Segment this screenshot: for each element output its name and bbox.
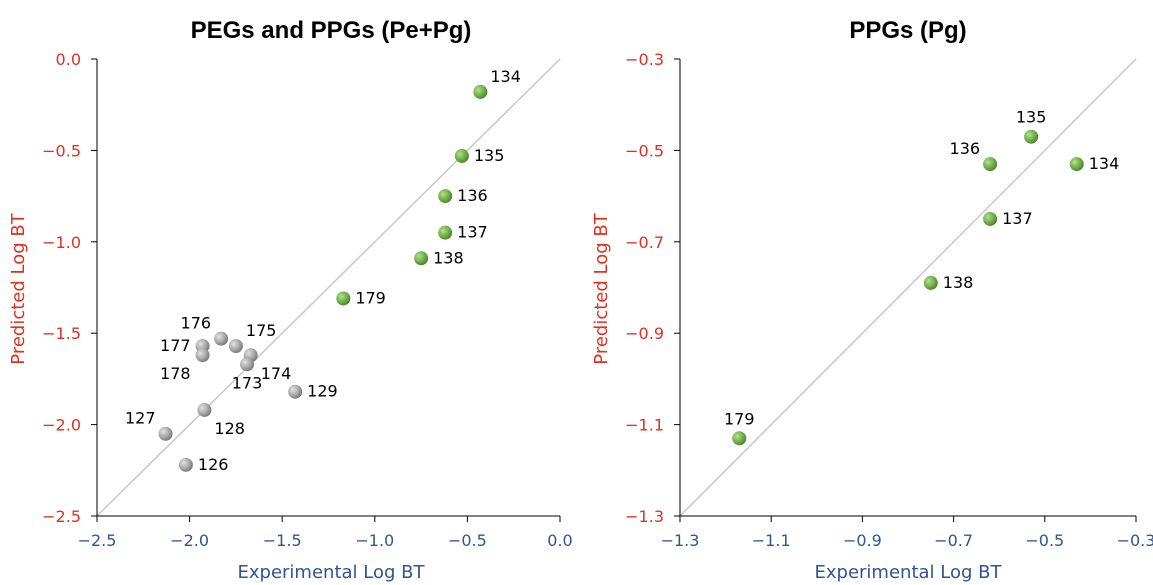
chart1-data-point-176: [214, 331, 229, 346]
chart2-point-label-135: 135: [1016, 108, 1047, 127]
chart1-data-point-137: [438, 225, 453, 240]
chart1-point-label-174: 174: [261, 364, 292, 383]
chart2-point-label-138: 138: [943, 273, 974, 292]
chart1-point-label-136: 136: [457, 186, 488, 205]
chart1-point-label-137: 137: [457, 223, 488, 242]
chart2-y-tick-label: −0.9: [625, 324, 664, 343]
chart1-data-point-128: [197, 402, 212, 417]
chart1-point-label-173: 173: [232, 373, 263, 392]
chart1-data-point-126: [178, 457, 193, 472]
chart2-point-label-136: 136: [950, 139, 981, 158]
chart1-point-label-128: 128: [214, 419, 245, 438]
chart2-x-tick-label: −0.7: [934, 531, 973, 550]
chart1-x-tick-label: 0.0: [547, 531, 572, 550]
chart1-y-tick-label: −0.5: [42, 141, 81, 160]
chart2-data-point-136: [983, 157, 998, 172]
chart1-point-label-175: 175: [246, 321, 277, 340]
chart1-data-point-138: [414, 251, 429, 266]
chart1-diagonal-line: [96, 58, 561, 517]
chart1-point-label-134: 134: [490, 67, 521, 86]
chart1-data-point-136: [438, 189, 453, 204]
chart1-data-point-179: [336, 291, 351, 306]
chart1-data-point-178: [195, 348, 210, 363]
chart2-y-tick-label: −0.3: [625, 50, 664, 69]
chart1-data-point-127: [158, 426, 173, 441]
chart2-plot-area: −1.3 −1.1 −0.9 −0.7 −0.5 −0.3 −1.3 −1.1 −0.9 −0.7…: [625, 50, 1153, 550]
chart1-point-label-176: 176: [181, 314, 212, 333]
chart1-y-tick-label: −2.0: [42, 416, 81, 435]
chart1-point-label-179: 179: [355, 288, 386, 307]
chart2-title: PPGs (Pg): [849, 17, 966, 44]
chart1-plot-area: −2.5 −2.0 −1.5 −1.0 −0.5 0.0 −2.5 −2.0 −1.5 −1.0 −…: [42, 50, 573, 550]
chart1-data-point-135: [454, 148, 469, 163]
chart1-x-tick-label: −1.0: [355, 531, 394, 550]
chart2-x-tick-label: −0.9: [843, 531, 882, 550]
chart2-point-label-179: 179: [724, 409, 755, 428]
chart2-y-axis-title: Predicted Log BT: [591, 212, 612, 364]
chart2-x-tick-label: −0.5: [1025, 531, 1064, 550]
chart1-data-point-134: [473, 84, 488, 99]
chart2-y-tick-label: −0.7: [625, 233, 664, 252]
chart1-data-point-175: [228, 338, 243, 353]
chart1-y-tick-label: −1.0: [42, 233, 81, 252]
chart1-point-label-138: 138: [433, 248, 464, 267]
chart2-data-point-137: [983, 211, 998, 226]
chart1-y-axis-title: Predicted Log BT: [8, 212, 29, 364]
chart1-data-point-173: [240, 357, 255, 372]
chart1-data-point-129: [288, 384, 303, 399]
chart2-point-label-137: 137: [1002, 209, 1033, 228]
chart2-x-tick-label: −1.3: [661, 531, 700, 550]
chart1-point-label-127: 127: [125, 409, 156, 428]
chart2-data-point-134: [1069, 157, 1084, 172]
chart1-x-tick-label: −0.5: [448, 531, 487, 550]
chart1-x-tick-label: −1.5: [263, 531, 302, 550]
chart2-diagonal-line: [679, 58, 1137, 517]
chart1-point-label-129: 129: [307, 382, 338, 401]
chart2-data-point-138: [923, 275, 938, 290]
chart1-point-label-126: 126: [198, 455, 229, 474]
chart2-x-tick-label: −0.3: [1117, 531, 1153, 550]
chart1-x-tick-label: −2.5: [78, 531, 117, 550]
chart1-x-axis-title: Experimental Log BT: [238, 562, 426, 583]
chart1-title: PEGs and PPGs (Pe+Pg): [191, 17, 472, 44]
chart1-x-tick-label: −2.0: [170, 531, 209, 550]
chart2-x-axis-title: Experimental Log BT: [815, 562, 1003, 583]
chart1-y-tick-label: 0.0: [56, 50, 81, 69]
chart1-point-label-177: 177: [160, 336, 191, 355]
chart1-point-label-178: 178: [160, 364, 191, 383]
chart2-point-label-134: 134: [1089, 154, 1120, 173]
chart1-y-tick-label: −2.5: [42, 507, 81, 526]
chart1-point-label-135: 135: [474, 146, 505, 165]
chart1-y-tick-label: −1.5: [42, 324, 81, 343]
chart2-data-point-179: [732, 431, 747, 446]
chart2-y-tick-label: −1.1: [625, 416, 664, 435]
chart2-x-tick-label: −1.1: [752, 531, 791, 550]
chart2-y-tick-label: −0.5: [625, 141, 664, 160]
chart2-y-tick-label: −1.3: [625, 507, 664, 526]
chart2-data-point-135: [1024, 129, 1039, 144]
